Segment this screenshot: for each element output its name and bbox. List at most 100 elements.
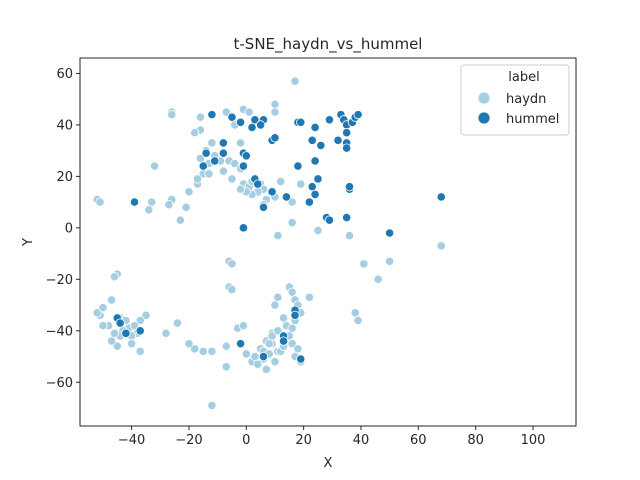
data-point-haydn (267, 331, 277, 341)
data-point-haydn (98, 303, 108, 313)
data-point-hummel (258, 351, 269, 362)
data-point-haydn (109, 328, 120, 338)
y-tick-label: −40 (46, 324, 73, 339)
y-tick-label: 40 (56, 118, 73, 133)
data-point-haydn (198, 346, 208, 356)
data-point-haydn (95, 197, 105, 207)
data-point-haydn (230, 158, 240, 169)
data-point-hummel (296, 117, 306, 127)
data-point-haydn (238, 321, 249, 331)
y-tick-label: 60 (56, 67, 73, 82)
data-point-haydn (167, 110, 177, 120)
chart-title: t-SNE_haydn_vs_hummel (234, 35, 423, 54)
data-point-hummel (342, 212, 352, 223)
data-point-hummel (267, 187, 277, 197)
y-tick-label: 0 (65, 221, 73, 236)
data-point-haydn (92, 308, 102, 318)
data-point-hummel (344, 182, 355, 192)
data-point-hummel (304, 197, 314, 207)
data-point-haydn (106, 336, 117, 346)
y-tick-label: −20 (46, 273, 73, 288)
data-point-hummel (307, 135, 317, 145)
data-point-hummel (201, 148, 211, 158)
data-point-haydn (293, 344, 303, 354)
data-point-hummel (436, 192, 446, 202)
data-point-hummel (293, 161, 303, 171)
data-point-haydn (184, 187, 194, 197)
legend-label-haydn: haydn (506, 92, 546, 107)
data-point-haydn (359, 259, 369, 269)
data-point-hummel (253, 179, 263, 189)
data-point-haydn (164, 200, 174, 210)
data-point-haydn (190, 128, 200, 138)
x-tick-label: −40 (118, 433, 145, 448)
x-tick-label: 80 (467, 433, 484, 448)
legend-marker-hummel (477, 111, 491, 125)
data-point-hummel (342, 128, 352, 138)
data-point-haydn (135, 315, 145, 326)
x-tick-label: 20 (295, 433, 312, 448)
y-axis-label: Y (21, 238, 36, 247)
data-point-haydn (270, 357, 280, 367)
data-point-haydn (195, 112, 206, 122)
data-point-haydn (207, 400, 217, 411)
data-point-haydn (175, 215, 185, 225)
data-point-haydn (270, 99, 280, 109)
data-point-hummel (135, 326, 145, 336)
data-point-haydn (287, 218, 297, 228)
data-point-haydn (273, 230, 283, 241)
data-point-haydn (221, 107, 231, 117)
data-point-hummel (241, 151, 251, 161)
legend-title: label (508, 70, 539, 85)
x-axis-label: X (324, 456, 333, 471)
data-point-haydn (184, 339, 194, 349)
data-point-hummel (247, 122, 257, 133)
x-axis: −40 −20 0 20 40 60 80 100 (118, 426, 545, 448)
data-point-haydn (436, 241, 446, 251)
data-point-hummel (342, 143, 352, 153)
data-point-hummel (238, 223, 249, 233)
data-point-haydn (127, 339, 137, 349)
data-point-haydn (172, 318, 183, 328)
data-point-haydn (304, 292, 314, 302)
data-point-haydn (287, 197, 297, 207)
data-point-hummel (353, 110, 363, 120)
data-point-haydn (241, 349, 251, 359)
data-point-haydn (373, 274, 383, 284)
data-point-hummel (198, 161, 208, 171)
data-point-hummel (310, 122, 320, 133)
data-point-haydn (204, 169, 214, 179)
y-axis: −60 −40 −20 0 20 40 60 (46, 67, 80, 391)
data-point-haydn (227, 285, 237, 295)
data-point-hummel (129, 197, 140, 207)
data-point-hummel (310, 156, 320, 166)
data-point-haydn (244, 107, 254, 117)
data-point-haydn (221, 341, 231, 351)
data-point-haydn (149, 161, 160, 171)
data-point-haydn (109, 272, 120, 282)
data-point-hummel (316, 140, 326, 151)
data-point-haydn (147, 197, 157, 207)
legend: label haydn hummel (460, 64, 570, 136)
data-point-hummel (313, 174, 323, 184)
data-point-haydn (235, 184, 246, 194)
data-point-haydn (227, 259, 237, 269)
data-point-hummel (290, 310, 300, 320)
x-tick-label: −20 (175, 433, 202, 448)
data-point-haydn (296, 179, 306, 189)
data-point-haydn (144, 205, 154, 215)
data-point-hummel (324, 115, 335, 125)
data-point-haydn (385, 256, 395, 266)
data-point-haydn (218, 166, 228, 176)
data-point-haydn (287, 339, 297, 349)
data-point-haydn (278, 313, 289, 323)
data-point-hummel (296, 354, 306, 364)
data-point-haydn (270, 107, 280, 117)
data-point-hummel (218, 138, 228, 148)
y-tick-label: −60 (46, 376, 73, 391)
data-point-hummel (310, 189, 320, 199)
data-point-haydn (181, 202, 191, 212)
data-point-hummel (278, 336, 289, 346)
data-point-haydn (235, 138, 246, 148)
data-point-hummel (121, 328, 131, 338)
